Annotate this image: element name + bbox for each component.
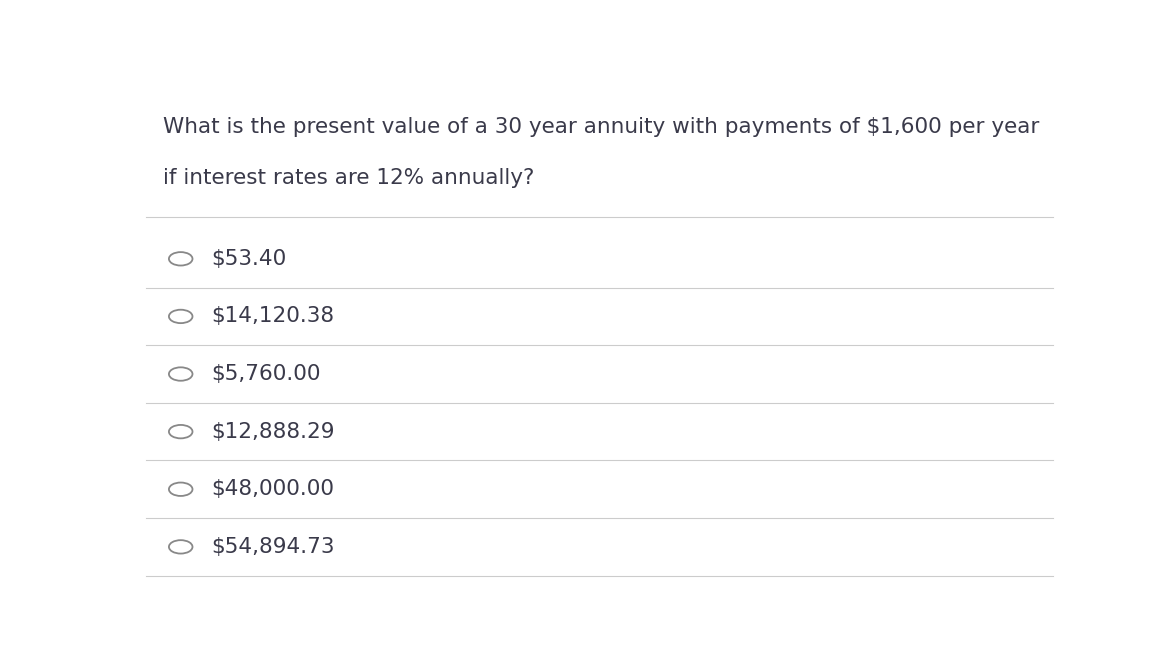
Text: $54,894.73: $54,894.73 — [212, 537, 335, 557]
Text: $5,760.00: $5,760.00 — [212, 364, 321, 384]
Text: $53.40: $53.40 — [212, 249, 287, 269]
Text: $14,120.38: $14,120.38 — [212, 306, 335, 326]
Text: $12,888.29: $12,888.29 — [212, 421, 335, 442]
Text: What is the present value of a 30 year annuity with payments of $1,600 per year: What is the present value of a 30 year a… — [163, 117, 1039, 137]
Text: $48,000.00: $48,000.00 — [212, 479, 335, 499]
Text: if interest rates are 12% annually?: if interest rates are 12% annually? — [163, 168, 534, 188]
